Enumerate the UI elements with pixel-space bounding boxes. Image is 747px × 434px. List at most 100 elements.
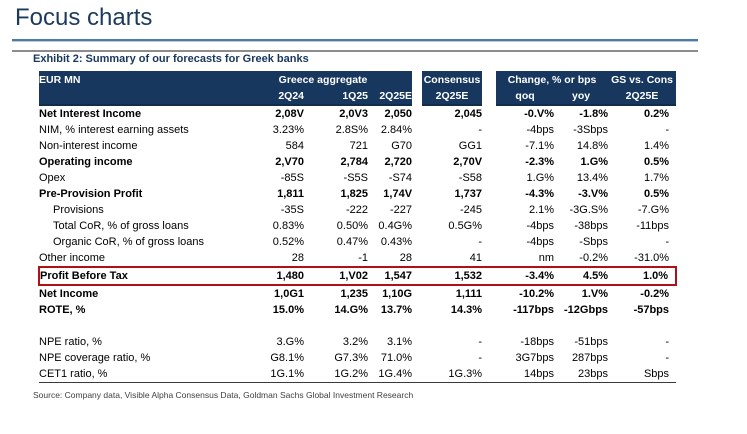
col-gs-2q25e: 2Q25E <box>608 88 677 106</box>
gap-cell <box>482 350 496 366</box>
cell-value: G7.3% <box>334 352 368 364</box>
cell-value: - <box>478 352 483 364</box>
cell-value: GG1 <box>458 140 483 152</box>
row-label: NPE ratio, % <box>39 336 102 348</box>
cell-value <box>608 318 676 334</box>
gap-cell <box>482 266 497 286</box>
row-label: Pre-Provision Profit <box>39 188 143 200</box>
cell-value: 2.1% <box>528 204 555 216</box>
row-label: Other income <box>39 252 106 264</box>
gap-cell <box>482 186 496 202</box>
cell-value: 287bps <box>571 352 609 364</box>
cell-value: 1,825 <box>340 188 368 200</box>
table-row: Provisions -35S -222 -227 -245 2.1% -3G.S% -7.G… <box>39 202 676 218</box>
cell-value: 721 <box>349 140 368 152</box>
row-label: Operating income <box>39 156 133 168</box>
gap-cell <box>482 138 496 154</box>
group-gs-vs-cons: GS vs. Cons <box>608 71 677 88</box>
cell-value: 2.84% <box>380 124 413 136</box>
cell-value: 1,111 <box>455 288 483 300</box>
col-yoy: yoy <box>554 88 609 106</box>
row-label: Provisions <box>53 204 104 216</box>
gap-cell <box>482 122 496 138</box>
group-header-row: EUR MN Greece aggregate Consensus Change… <box>39 71 677 88</box>
cell-value: - <box>478 336 483 348</box>
cell-value: 1,737 <box>454 188 483 200</box>
table-row: Pre-Provision Profit 1,811 1,825 1,74V 1,737… <box>39 186 676 202</box>
cell-value: 1,10G <box>382 288 413 300</box>
cell-value: -35S <box>280 204 304 216</box>
gap-cell <box>412 170 422 186</box>
group-consensus: Consensus <box>422 71 483 88</box>
cell-value: -S5S <box>343 172 368 184</box>
row-label: CET1 ratio, % <box>39 366 234 383</box>
cell-value: -117bps <box>513 304 555 316</box>
cell-value: 2,784 <box>340 156 368 168</box>
gap-cell <box>412 334 422 350</box>
cell-value: -3.V% <box>578 188 609 200</box>
row-label: Total CoR, % of gross loans <box>53 220 189 232</box>
cell-value: - <box>665 352 670 364</box>
gap-cell <box>412 302 422 318</box>
title-rule-blue <box>12 39 698 42</box>
cell-value: Sbps <box>608 366 677 383</box>
header-gap <box>412 71 423 88</box>
cell-value: - <box>478 236 483 248</box>
table-row: Other income 28 -1 28 41 nm -0.2% -31.0% <box>39 250 676 267</box>
col-qoq: qoq <box>496 88 555 106</box>
gap-cell <box>412 105 422 122</box>
table-row: Organic CoR, % of gross loans 0.52% 0.47% 0… <box>39 234 676 250</box>
table-row: CET1 ratio, % 1G.1% 1G.2% 1G.4% 1G.3% 14bps 23… <box>39 366 677 383</box>
cell-value: 3.23% <box>272 124 304 136</box>
cell-value <box>234 318 304 334</box>
gap-cell <box>482 218 496 234</box>
cell-value: 1G.3% <box>422 366 483 383</box>
cell-value: 14bps <box>496 366 555 383</box>
cell-value: -51bps <box>574 336 609 348</box>
cell-value: 1,0G1 <box>274 288 304 300</box>
cell-value: 1G.4% <box>368 366 413 383</box>
cell-value: -31.0% <box>634 252 670 264</box>
cell-value: -4bps <box>526 236 555 248</box>
cell-value: 14.3% <box>450 304 483 316</box>
cell-value: -0.2% <box>640 288 670 300</box>
gap-cell <box>412 234 422 250</box>
cell-value: 2,08V <box>275 108 304 120</box>
cell-value: -222 <box>345 204 368 216</box>
header-gap <box>482 71 497 88</box>
cell-value: -18bps <box>520 336 555 348</box>
cell-value: -57bps <box>633 304 670 316</box>
cell-value: 1.7% <box>643 172 670 184</box>
col-2q25e: 2Q25E <box>368 88 413 106</box>
cell-value <box>554 318 608 334</box>
cell-value: 3G7bps <box>515 352 555 364</box>
corner-blank <box>39 88 234 106</box>
cell-value: -4.3% <box>525 188 555 200</box>
cell-value: 1,547 <box>368 266 413 286</box>
cell-value: 1,811 <box>277 188 304 200</box>
gap-cell <box>482 334 496 350</box>
cell-value: 0.47% <box>336 236 368 248</box>
cell-value: 0.83% <box>272 220 304 232</box>
cell-value: - <box>478 124 483 136</box>
col-2q24: 2Q24 <box>234 88 304 106</box>
cell-value: 1,V02 <box>304 266 368 286</box>
row-label: Opex <box>39 172 66 184</box>
row-label: Net Interest Income <box>39 108 142 120</box>
cell-value: -S58 <box>458 172 483 184</box>
cell-value: -11bps <box>636 220 670 232</box>
cell-value: -4bps <box>526 220 555 232</box>
cell-value: 584 <box>285 140 304 152</box>
cell-value: 0.5G% <box>448 220 483 232</box>
gap-cell <box>412 366 423 383</box>
corner-label: EUR MN <box>39 71 234 88</box>
table-row: ROTE, % 15.0% 14.G% 13.7% 14.3% -117bps -12Gbp… <box>39 302 676 318</box>
table-row: NIM, % interest earning assets 3.23% 2.8S%… <box>39 122 676 138</box>
cell-value <box>368 318 412 334</box>
cell-value: -0.2% <box>579 252 609 264</box>
cell-value: 0.52% <box>272 236 304 248</box>
gap-cell <box>412 250 422 267</box>
gap-cell <box>482 154 496 170</box>
row-label: ROTE, % <box>39 304 86 316</box>
